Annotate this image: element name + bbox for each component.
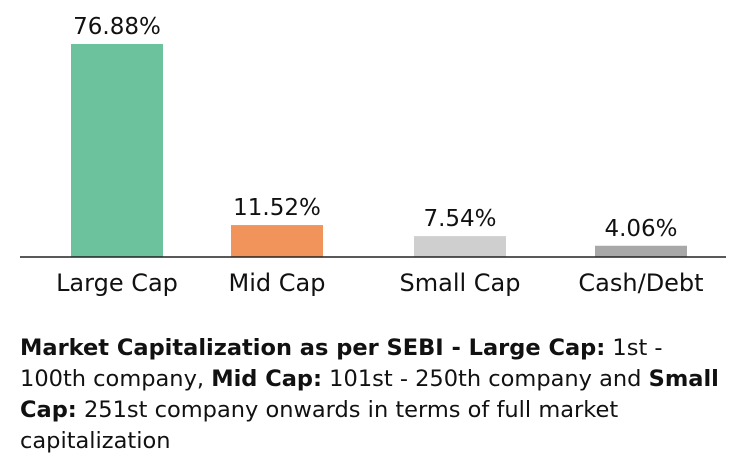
category-label: Mid Cap (229, 269, 326, 297)
bar-small-cap (414, 236, 506, 257)
category-label: Cash/Debt (578, 269, 703, 297)
note-lead: Market Capitalization as per SEBI - (20, 335, 469, 361)
market-cap-definition-note: Market Capitalization as per SEBI - Larg… (20, 333, 732, 457)
note-mid-cap-label: Mid Cap: (211, 366, 323, 392)
bar-cash-debt (595, 245, 687, 257)
note-small-cap-text: 251st company onwards in terms of full m… (20, 397, 619, 454)
note-mid-cap-text: 101st - 250th company and (322, 366, 649, 392)
value-label: 4.06% (604, 216, 677, 242)
value-label: 7.54% (423, 206, 496, 232)
note-large-cap-text: 1st - 100th company, (20, 335, 663, 392)
note-large-cap-label: Large Cap: (468, 335, 606, 361)
bars-layer (71, 44, 687, 257)
labels-layer: 76.88% Large Cap 11.52% Mid Cap 7.54% Small C… (56, 14, 704, 297)
category-label: Large Cap (56, 269, 178, 297)
bar-mid-cap (231, 225, 323, 257)
category-label: Small Cap (400, 269, 521, 297)
note-small-cap-label: Small Cap: (20, 366, 719, 423)
bar-large-cap (71, 44, 163, 257)
value-label: 76.88% (73, 14, 161, 40)
value-label: 11.52% (233, 195, 321, 221)
market-cap-bar-chart: 76.88% Large Cap 11.52% Mid Cap 7.54% Small C… (20, 14, 726, 297)
